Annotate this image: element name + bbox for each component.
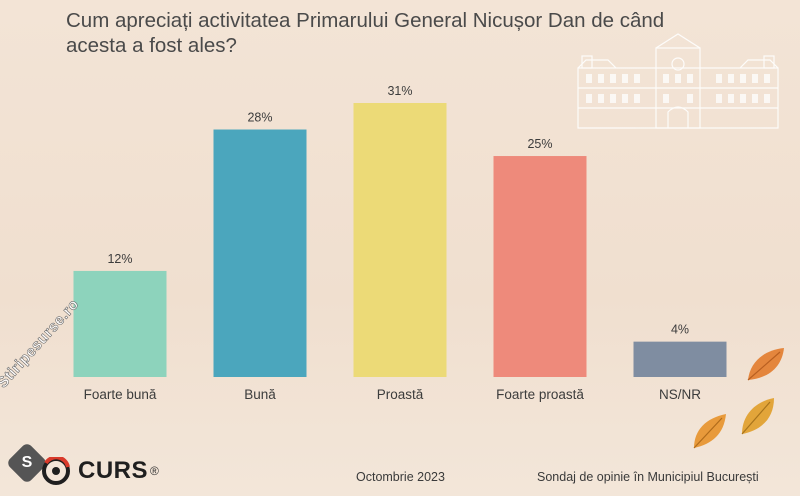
category-label-1: Bună [244,387,276,402]
autumn-leaf-icon [693,414,726,449]
building-illustration-icon [577,33,779,129]
data-label-4: 4% [671,323,689,337]
curs-logo: CURS ® [40,457,159,485]
autumn-leaf-icon [747,348,784,381]
category-label-3: Foarte proastă [496,387,584,402]
bar-2 [353,103,447,377]
category-label-2: Proastă [377,387,424,402]
category-label-4: NS/NR [659,387,701,402]
data-label-3: 25% [527,137,552,151]
bar-3 [493,156,587,377]
category-label-0: Foarte bună [84,387,157,402]
curs-logo-icon [42,457,70,485]
bar-4 [633,341,727,377]
footer-survey: Sondaj de opinie în Municipiul București [537,470,759,484]
autumn-leaf-icon [741,398,774,435]
data-label-1: 28% [247,111,272,125]
data-label-0: 12% [107,252,132,266]
data-label-2: 31% [387,84,412,98]
registered-mark: ® [150,464,159,478]
brand-name: CURS [78,457,149,484]
bar-1 [213,129,307,377]
footer-month: Octombrie 2023 [356,470,445,484]
bar-0 [73,270,167,377]
chart-title: Cum apreciați activitatea Primarului Gen… [66,9,665,57]
